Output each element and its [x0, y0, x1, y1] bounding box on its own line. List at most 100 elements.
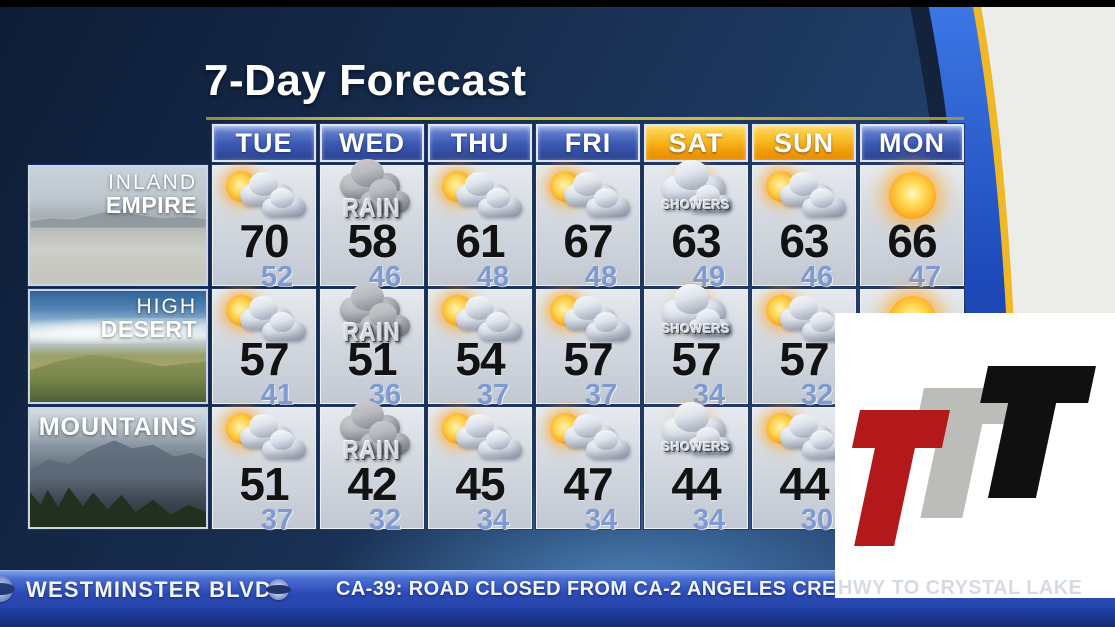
partly-cloudy-icon	[540, 293, 636, 349]
ticker-obscured-text: HWY TO CRYSTAL LAKE	[838, 577, 1083, 599]
low-temp: 37	[584, 379, 618, 411]
low-temp: 36	[368, 379, 402, 411]
cloud-glyph	[688, 427, 732, 455]
partly-cloudy-icon	[216, 293, 312, 349]
day-header-tue: TUE	[212, 124, 316, 162]
showers-label: SHOWERS	[661, 322, 731, 336]
rain-icon: RAIN	[324, 282, 420, 349]
high-temp: 57	[563, 333, 613, 385]
station-watermark-box: HWY TO CRYSTAL LAKE	[835, 313, 1115, 599]
cloud-glyph	[478, 311, 522, 341]
partly-cloudy-icon	[216, 169, 312, 225]
partly-cloudy-icon	[432, 411, 528, 467]
day-header-sun: SUN	[752, 124, 856, 162]
showers-label: SHOWERS	[661, 198, 731, 212]
low-temp: 37	[476, 379, 510, 411]
partly-cloudy-icon	[540, 169, 636, 225]
top-letterbox-bar	[0, 0, 1115, 7]
cloud-glyph	[586, 311, 630, 341]
high-temp: 57	[239, 333, 289, 385]
day-header-wed: WED	[320, 124, 424, 162]
cloud-glyph	[478, 187, 522, 217]
region-photo-mountain-ridge: MOUNTAINS	[28, 407, 208, 529]
watermark-letter	[960, 366, 1096, 498]
region-name-line: DESERT	[100, 315, 197, 342]
title-underline	[206, 117, 964, 120]
cloud-glyph	[688, 309, 732, 337]
low-temp: 46	[800, 261, 834, 293]
forecast-cell: 57 37	[536, 289, 640, 410]
rain-label: RAIN	[343, 194, 401, 223]
forecast-cell: 45 34	[428, 407, 532, 535]
forecast-cell: 51 37	[212, 407, 316, 535]
showers-label: SHOWERS	[661, 440, 731, 454]
region-photo-inland-empire-aerial: INLAND EMPIRE	[28, 165, 208, 286]
region-name-line: INLAND	[107, 171, 197, 194]
low-temp: 37	[260, 504, 294, 536]
low-temp: 49	[692, 261, 726, 293]
forecast-cell: 61 48	[428, 165, 532, 292]
low-temp: 34	[584, 504, 618, 536]
high-temp: 61	[455, 215, 505, 267]
low-temp: 32	[800, 379, 834, 411]
forecast-table: TUE WED THU FRI SAT SUN MON INLAND EMPIRE 70 52 RAI…	[28, 124, 964, 535]
cloud-glyph	[478, 429, 522, 459]
watermark-letter	[831, 410, 950, 546]
showers-icon: SHOWERS	[648, 159, 744, 225]
forecast-cell: 47 34	[536, 407, 640, 535]
partly-cloudy-icon	[216, 411, 312, 467]
forecast-cell: SHOWERS 63 49	[644, 159, 748, 292]
ticker-alert-text: CA-39: ROAD CLOSED FROM CA-2 ANGELES CRE…	[336, 578, 863, 600]
forecast-cell: 67 48	[536, 165, 640, 292]
cloud-glyph	[360, 420, 410, 455]
forecast-cell: RAIN 42 32	[320, 400, 424, 535]
low-temp: 52	[260, 261, 294, 293]
region-name-line: EMPIRE	[105, 191, 197, 218]
high-temp: 67	[563, 215, 613, 267]
high-temp: 42	[347, 458, 397, 510]
cloud-glyph	[262, 311, 306, 341]
forecast-cell: 66 47	[860, 165, 964, 292]
partly-cloudy-icon	[432, 293, 528, 349]
high-temp: 63	[671, 215, 721, 267]
high-temp: 57	[779, 333, 829, 385]
high-temp: 70	[239, 215, 289, 267]
day-header-sat: SAT	[644, 124, 748, 162]
cloud-glyph	[262, 187, 306, 217]
partly-cloudy-icon	[756, 169, 852, 225]
low-temp: 34	[692, 379, 726, 411]
forecast-cell: RAIN 51 36	[320, 282, 424, 410]
high-temp: 47	[563, 458, 613, 510]
forecast-cell: 63 46	[752, 165, 856, 292]
ticker-lower-band	[0, 608, 1115, 627]
low-temp: 47	[908, 261, 942, 293]
low-temp: 41	[260, 379, 294, 411]
showers-icon: SHOWERS	[648, 401, 744, 467]
rain-label: RAIN	[343, 318, 401, 347]
region-name-line: MOUNTAINS	[38, 413, 198, 441]
rain-icon: RAIN	[324, 400, 420, 467]
cloud-glyph	[360, 178, 410, 213]
high-temp: 45	[455, 458, 505, 510]
rain-label: RAIN	[343, 436, 401, 465]
cloud-glyph	[262, 429, 306, 459]
high-temp: 51	[347, 333, 397, 385]
cloud-glyph	[586, 429, 630, 459]
partly-cloudy-icon	[756, 411, 852, 467]
partly-cloudy-icon	[540, 411, 636, 467]
partly-cloudy-icon	[432, 169, 528, 225]
low-temp: 46	[368, 261, 402, 293]
low-temp: 30	[800, 504, 834, 536]
region-label: HIGH DESERT	[101, 296, 197, 342]
cloud-glyph	[586, 187, 630, 217]
day-header-mon: MON	[860, 124, 964, 162]
high-temp: 57	[671, 333, 721, 385]
forecast-cell: 54 37	[428, 289, 532, 410]
showers-icon: SHOWERS	[648, 283, 744, 349]
high-temp: 51	[239, 458, 289, 510]
cloud-glyph	[360, 302, 410, 337]
low-temp: 34	[692, 504, 726, 536]
table-corner-spacer	[28, 124, 208, 162]
rain-icon: RAIN	[324, 158, 420, 225]
